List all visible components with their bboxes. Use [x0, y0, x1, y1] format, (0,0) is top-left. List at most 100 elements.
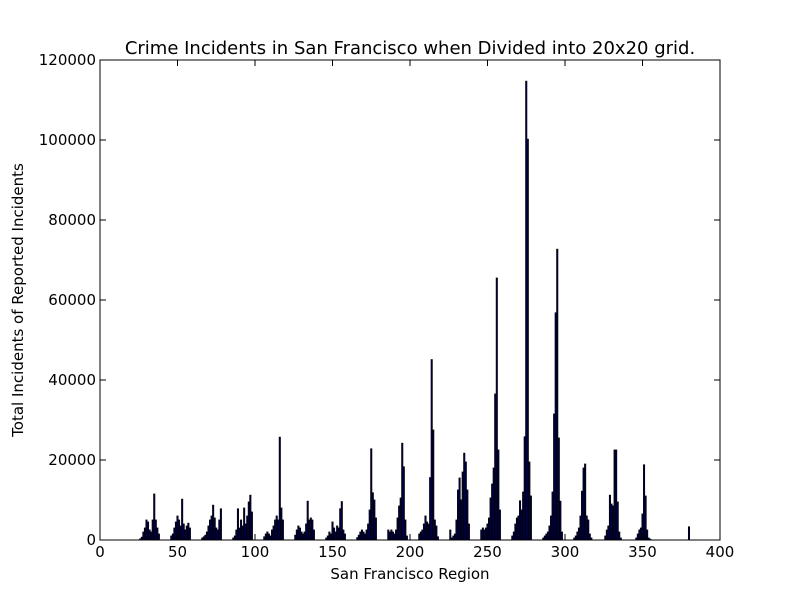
bar [460, 499, 463, 541]
y-tick-label: 0 [86, 531, 96, 549]
bar [174, 521, 177, 541]
bar [306, 500, 309, 541]
bar [646, 529, 649, 541]
bar [216, 529, 219, 541]
bar [343, 533, 346, 541]
bar [294, 534, 297, 541]
bar [334, 531, 337, 541]
bar [608, 494, 611, 541]
bar [525, 80, 528, 541]
bar [498, 509, 501, 541]
bar [371, 492, 374, 541]
bar [298, 527, 301, 541]
bar [401, 442, 404, 541]
bar [373, 499, 376, 541]
bar [399, 497, 402, 541]
bar [581, 490, 584, 541]
bar [616, 501, 619, 541]
bar [545, 533, 548, 541]
bar [181, 498, 184, 541]
bar [210, 515, 213, 541]
bar [359, 531, 362, 541]
bar [365, 529, 368, 541]
bar [297, 525, 300, 541]
bar [519, 500, 522, 541]
bar [554, 312, 557, 541]
bar [396, 517, 399, 541]
bar [156, 527, 159, 541]
bar [238, 527, 241, 541]
bar [522, 491, 525, 541]
bar [246, 515, 249, 541]
bar [492, 467, 495, 541]
bar [250, 511, 253, 541]
bar [393, 533, 396, 541]
bar [638, 529, 641, 541]
bar [281, 519, 284, 541]
bar [364, 533, 367, 541]
bar [179, 525, 182, 541]
bar [154, 519, 157, 541]
bar [272, 525, 275, 541]
bar [236, 508, 239, 541]
bar [483, 529, 486, 541]
x-tick-label: 350 [628, 543, 657, 561]
bar [687, 526, 691, 541]
x-tick-label: 0 [95, 543, 105, 561]
bar [480, 529, 483, 541]
bar [326, 535, 329, 541]
bar [588, 533, 591, 541]
bar [639, 527, 642, 541]
bar [464, 461, 467, 541]
bar [551, 491, 554, 541]
bar [157, 533, 160, 541]
bar [559, 500, 562, 541]
bar [550, 515, 553, 541]
x-tick-label: 300 [551, 543, 580, 561]
bar [419, 531, 422, 541]
bar [173, 527, 176, 541]
bar [339, 508, 342, 541]
y-tick-label: 40000 [48, 371, 96, 389]
bar [212, 504, 215, 541]
bar [512, 531, 515, 541]
bar [233, 535, 236, 541]
bar [305, 523, 308, 541]
bar [207, 525, 210, 541]
bar [329, 533, 332, 541]
bar [357, 534, 360, 541]
bar [370, 448, 373, 541]
bar [185, 525, 188, 541]
bar [367, 523, 370, 541]
bar [405, 535, 408, 541]
bar [391, 531, 394, 541]
bar [612, 505, 615, 541]
bar [607, 525, 610, 541]
bar [528, 461, 531, 541]
y-tick-label: 20000 [48, 451, 96, 469]
bar [184, 529, 187, 541]
bar [187, 522, 190, 541]
bar [491, 483, 494, 541]
bar [636, 533, 639, 541]
bar [435, 525, 438, 541]
bar [556, 248, 559, 541]
bar [295, 529, 298, 541]
bar [342, 529, 345, 541]
bars-group [139, 80, 691, 541]
x-tick-label: 250 [473, 543, 502, 561]
bar [515, 517, 518, 541]
bar [432, 429, 435, 541]
bar [433, 519, 436, 541]
bar [587, 519, 590, 541]
bar [553, 413, 556, 541]
bar [267, 533, 270, 541]
bar [178, 519, 181, 541]
bar [585, 515, 588, 541]
bar [302, 533, 305, 541]
bar [577, 527, 580, 541]
bar [426, 521, 429, 541]
bar [243, 507, 246, 541]
bar [340, 501, 343, 541]
